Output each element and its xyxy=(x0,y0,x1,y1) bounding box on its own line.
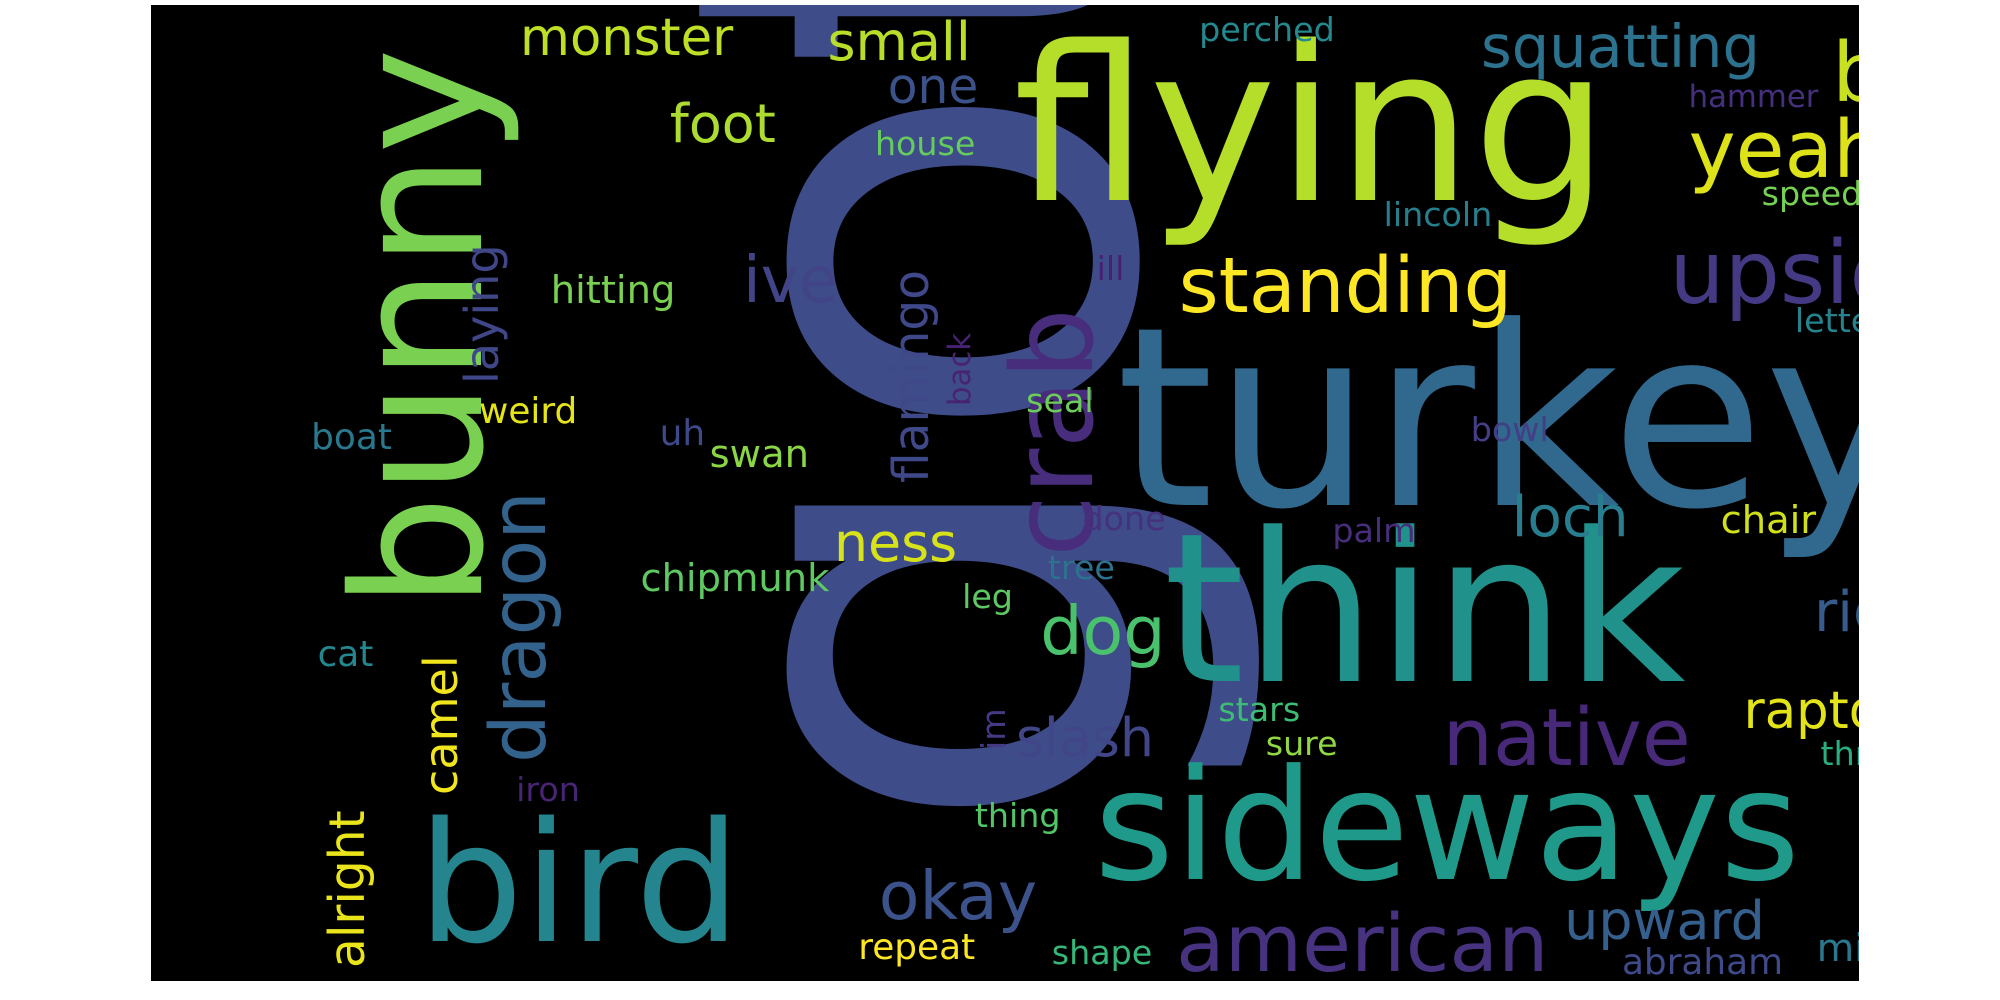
word-house: house xyxy=(874,124,976,163)
word-ness: ness xyxy=(833,511,958,575)
word-speedboat: speedboat xyxy=(1761,174,1859,214)
word-big: big xyxy=(1832,26,1859,122)
word-shape: shape xyxy=(1051,933,1153,973)
word-bowl: bowl xyxy=(1470,410,1549,450)
word-hitting: hitting xyxy=(550,268,676,314)
word-done: done xyxy=(1082,498,1166,538)
word-one: one xyxy=(887,58,979,115)
word-uh: uh xyxy=(659,412,706,454)
word-tree: tree xyxy=(1047,547,1115,587)
word-perched: perched xyxy=(1199,9,1335,49)
word-upside: upside xyxy=(1669,221,1859,324)
word-dragon: dragon xyxy=(474,490,564,763)
word-foot: foot xyxy=(669,92,776,156)
word-right: right xyxy=(1814,580,1859,646)
word-flamingo: flamingo xyxy=(883,269,940,483)
word-yeah: yeah xyxy=(1688,103,1859,197)
word-abraham: abraham xyxy=(1621,942,1784,981)
word-turkey: turkey xyxy=(1115,272,1859,564)
word-chair: chair xyxy=(1720,497,1817,543)
word-weird: weird xyxy=(479,391,578,433)
word-missing: missing xyxy=(1816,925,1859,971)
word-loch: loch xyxy=(1511,485,1629,551)
word-boat: boat xyxy=(311,416,392,458)
word-hammer: hammer xyxy=(1688,79,1819,116)
word-throwing: throwing xyxy=(1820,734,1859,773)
word-lincoln: lincoln xyxy=(1383,194,1493,234)
word-letter: letter xyxy=(1794,301,1859,341)
word-flying: flying xyxy=(1013,5,1610,251)
word-im: im xyxy=(974,708,1014,750)
word-squatting: squatting xyxy=(1481,11,1760,81)
word-cloud: got flying turkey think sideways bunny b… xyxy=(151,5,1859,981)
word-leg: leg xyxy=(962,577,1013,617)
word-chipmunk: chipmunk xyxy=(640,555,830,601)
word-ill: ill xyxy=(1096,248,1125,288)
word-ive: ive xyxy=(742,244,839,318)
word-sideways: sideways xyxy=(1094,736,1801,916)
word-dog: dog xyxy=(1040,592,1166,671)
word-stars: stars xyxy=(1218,690,1301,730)
word-laying: laying xyxy=(454,244,509,384)
word-palm: palm xyxy=(1332,510,1416,550)
word-okay: okay xyxy=(878,856,1038,935)
word-alright: alright xyxy=(319,810,376,969)
word-upward: upward xyxy=(1564,888,1765,952)
word-seal: seal xyxy=(1026,380,1094,420)
word-small: small xyxy=(827,10,971,74)
word-american: american xyxy=(1176,896,1549,981)
word-standing: standing xyxy=(1178,242,1513,331)
word-bird: bird xyxy=(417,787,741,981)
word-repeat: repeat xyxy=(858,926,976,968)
word-raptor: raptor xyxy=(1743,680,1859,741)
word-swan: swan xyxy=(709,432,809,478)
word-cat: cat xyxy=(317,633,374,675)
word-thing: thing xyxy=(974,795,1061,835)
word-back: back xyxy=(942,332,979,406)
word-camel: camel xyxy=(413,655,468,795)
word-iron: iron xyxy=(516,769,580,809)
word-native: native xyxy=(1442,691,1691,785)
word-sure: sure xyxy=(1265,723,1338,763)
word-monster: monster xyxy=(520,7,734,68)
word-think: think xyxy=(1163,487,1686,730)
word-slash: slash xyxy=(1015,706,1154,770)
